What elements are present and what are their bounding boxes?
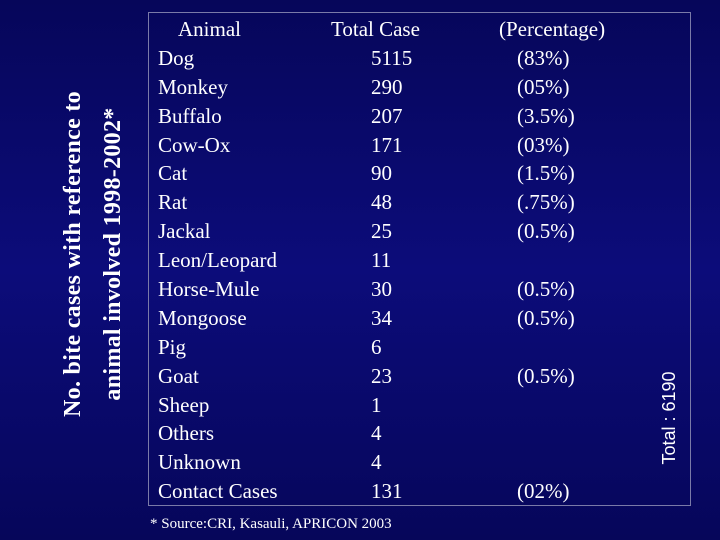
percentage-cell: (03%) — [517, 132, 570, 157]
animal-cell: Monkey — [158, 74, 228, 99]
total-case-cell: 25 — [371, 219, 392, 244]
percentage-cell: (.75%) — [517, 190, 575, 215]
percentage-cell: (0.5%) — [517, 277, 575, 302]
percentage-cell — [489, 448, 639, 477]
total-note-text: Total : 6190 — [658, 371, 679, 465]
animal-cell: Contact Cases — [158, 479, 278, 504]
percentage-cell: (02%) — [517, 479, 570, 504]
side-title-line1: No. bite cases with reference to — [60, 91, 86, 417]
animal-cell: Horse-Mule — [158, 277, 260, 302]
animal-cell: Cow-Ox — [158, 132, 231, 157]
animal-cell: Rat — [158, 190, 188, 215]
total-case-cell: 23 — [371, 363, 392, 388]
animal-cell: Jackal — [158, 219, 211, 244]
source-footnote: * Source:CRI, Kasauli, APRICON 2003 — [150, 516, 392, 532]
animal-column: Animal Dog Monkey Buffalo Cow-Ox Cat Rat Jacka… — [158, 15, 278, 506]
percentage-column: (Percentage) (83%) (05%) (3.5%) (03%) (1.5%)… — [489, 15, 639, 506]
percentage-cell: (0.5%) — [517, 305, 575, 330]
total-note: Total : 6190 — [651, 333, 687, 503]
total-case-cell: 1 — [371, 392, 382, 417]
percentage-cell — [489, 419, 639, 448]
animal-cell: Pig — [158, 334, 187, 359]
animal-cell: Unknown — [158, 450, 241, 475]
total-case-cell: 4 — [371, 421, 382, 446]
percentage-cell — [489, 246, 639, 275]
percentage-cell: (83%) — [517, 45, 570, 70]
total-case-header: Total Case — [331, 17, 420, 41]
animal-cell: Cat — [158, 161, 188, 186]
percentage-cell: (0.5%) — [517, 219, 575, 244]
percentage-header: (Percentage) — [499, 17, 606, 41]
percentage-cell: (05%) — [517, 74, 570, 99]
percentage-cell: (3.5%) — [517, 103, 575, 128]
animal-cell: Dog — [158, 45, 195, 70]
total-case-cell: 131 — [371, 479, 403, 504]
side-title-line2: animal involved 1998-2002* — [100, 107, 126, 401]
total-case-cell: 4 — [371, 450, 382, 475]
bite-cases-table: Animal Dog Monkey Buffalo Cow-Ox Cat Rat Jacka… — [148, 12, 691, 506]
percentage-cell: (0.5%) — [517, 363, 575, 388]
animal-cell: Leon/Leopard — [158, 248, 277, 273]
percentage-cell — [489, 333, 639, 362]
total-case-cell: 30 — [371, 277, 392, 302]
total-case-cell: 48 — [371, 190, 392, 215]
total-case-column: Total Case 5115 290 207 171 90 48 25 11 30 34 6 23 1… — [319, 15, 459, 506]
animal-cell: Buffalo — [158, 103, 222, 128]
side-title: No. bite cases with reference to animal … — [50, 12, 136, 496]
total-case-cell: 34 — [371, 305, 392, 330]
total-case-cell: 290 — [371, 74, 403, 99]
total-case-cell: 5115 — [371, 45, 413, 70]
total-case-cell: 11 — [371, 248, 392, 273]
animal-cell: Sheep — [158, 392, 210, 417]
total-case-cell: 171 — [371, 132, 403, 157]
total-case-cell: 207 — [371, 103, 403, 128]
animal-cell: Others — [158, 421, 214, 446]
animal-cell: Goat — [158, 363, 199, 388]
total-case-cell: 6 — [371, 334, 382, 359]
percentage-cell: (1.5%) — [517, 161, 575, 186]
total-case-cell: 90 — [371, 161, 392, 186]
percentage-cell — [489, 391, 639, 420]
animal-header: Animal — [178, 17, 241, 41]
animal-cell: Mongoose — [158, 305, 247, 330]
